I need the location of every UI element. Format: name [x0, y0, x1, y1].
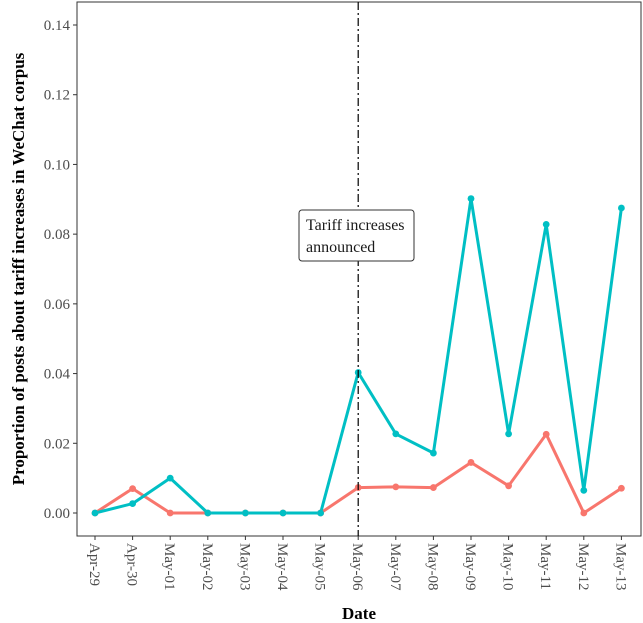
x-tick-label: Apr-30	[124, 543, 140, 586]
series-2-point	[242, 509, 249, 517]
y-axis-title: Proportion of posts about tariff increas…	[9, 52, 28, 485]
series-1-point	[618, 484, 625, 492]
x-tick-label: May-02	[199, 543, 215, 591]
series-2-point	[279, 509, 287, 517]
series-1-point	[430, 484, 437, 491]
x-tick-label: May-06	[349, 543, 365, 591]
x-tick-label: May-12	[575, 543, 591, 591]
y-tick-label: 0.14	[44, 18, 71, 34]
series-2-point	[467, 195, 475, 202]
x-tick-label: May-13	[612, 543, 628, 591]
series-1-point	[392, 483, 400, 491]
plot-panel-border	[76, 1, 642, 537]
axes: 0.00 0.02 0.04 0.06 0.08 0.10 0.12 0.14 Apr-29 Ap…	[44, 1, 642, 591]
x-tick-label: May-05	[312, 543, 328, 591]
series-2-point	[91, 509, 99, 517]
series-1-point	[505, 482, 512, 490]
series-1-point	[467, 459, 475, 466]
series-2-point	[166, 474, 174, 482]
series-2-point	[430, 449, 437, 457]
x-tick-label: May-11	[537, 543, 553, 590]
series-2-point	[542, 220, 550, 228]
x-tick-label: May-07	[387, 543, 403, 591]
annotation-layer: Tariff increases announced	[298, 2, 415, 536]
annotation-text: announced	[306, 239, 375, 256]
series-2-point	[129, 500, 137, 507]
annotation-box	[298, 209, 415, 262]
series-1-point	[129, 485, 137, 492]
x-tick-label: May-10	[500, 543, 516, 591]
series-2-point	[204, 509, 212, 517]
series-1-point	[166, 509, 174, 517]
x-axis-title: Date	[342, 604, 376, 623]
x-tick-label: May-09	[462, 543, 478, 591]
x-tick-label: May-01	[161, 543, 177, 591]
series-2-point	[618, 204, 625, 212]
series-2-point	[580, 486, 588, 494]
series-2-point	[317, 509, 324, 517]
x-tick-label: May-04	[274, 543, 290, 591]
y-tick-label: 0.06	[44, 297, 71, 313]
series-2-point	[392, 430, 400, 438]
y-tick-label: 0.00	[44, 506, 70, 522]
series-2-point	[505, 430, 512, 438]
annotation-text: Tariff increases	[306, 217, 405, 234]
y-tick-label: 0.10	[44, 157, 70, 173]
x-tick-label: May-08	[424, 543, 440, 591]
series-1-point	[542, 430, 550, 438]
x-tick-label: Apr-29	[86, 543, 102, 586]
series-1-point	[580, 509, 588, 517]
y-tick-label: 0.04	[44, 367, 71, 383]
y-tick-label: 0.12	[44, 88, 70, 104]
y-tick-label: 0.02	[44, 436, 70, 452]
x-tick-label: May-03	[236, 543, 252, 591]
y-tick-label: 0.08	[44, 227, 70, 243]
